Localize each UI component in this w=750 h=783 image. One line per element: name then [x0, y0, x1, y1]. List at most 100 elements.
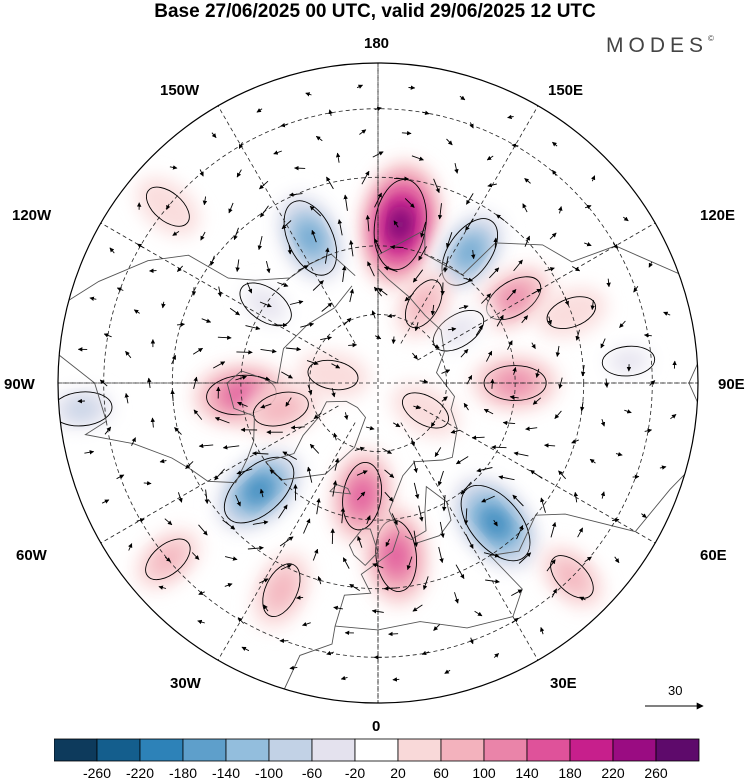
wind-arrow-287: [312, 280, 324, 291]
wind-arrow-357: [419, 379, 429, 384]
wind-arrow-337: [307, 384, 313, 395]
wind-arrow-30: [623, 216, 629, 222]
wind-arrow-290: [260, 348, 277, 354]
wind-arrow-184: [257, 235, 263, 251]
coastline-3: [334, 268, 458, 627]
wind-arrow-295: [306, 466, 313, 483]
wind-arrow-204: [530, 469, 543, 479]
wind-arrow-351: [331, 363, 341, 369]
wind-arrow-313: [321, 302, 333, 312]
wind-arrow-174: [544, 267, 555, 272]
colorbar-tick-label: -60: [301, 765, 323, 781]
wind-arrow-49: [164, 556, 171, 562]
wind-arrow-151: [176, 322, 185, 327]
wind-arrow-193: [235, 494, 241, 507]
wind-arrow-14: [197, 619, 205, 625]
wind-arrow-11: [101, 499, 110, 504]
wind-arrow-42: [137, 243, 144, 249]
wind-arrow-93: [511, 589, 523, 596]
wind-arrow-4: [169, 165, 178, 170]
wind-arrow-227: [222, 445, 240, 450]
wind-arrow-281: [463, 277, 474, 282]
wind-arrow-0: [356, 84, 364, 89]
wind-arrow-171: [580, 364, 586, 377]
wind-arrow-50: [198, 590, 205, 595]
wind-arrow-98: [624, 409, 632, 414]
wind-arrow-178: [433, 178, 440, 194]
wind-arrow-25: [659, 465, 667, 470]
wind-arrow-269: [391, 513, 398, 526]
colorbar-swatch-9: [440, 738, 485, 762]
anomaly-west-atlantic-low: [208, 441, 311, 539]
wind-arrow-319: [309, 443, 320, 454]
wind-arrow-53: [326, 650, 335, 656]
wind-arrow-21: [540, 626, 545, 635]
colorbar-swatch-12: [569, 738, 614, 762]
wind-arrow-133: [589, 458, 596, 464]
wind-arrow-209: [547, 316, 553, 325]
wind-arrow-157: [222, 519, 236, 530]
wind-arrow-339: [333, 432, 338, 441]
wind-arrow-317: [285, 397, 292, 407]
colorbar-tick-label: 20: [390, 765, 406, 781]
colorbar-swatch-4: [225, 738, 270, 762]
wind-arrow-29: [648, 261, 653, 268]
wind-arrow-325: [450, 429, 461, 434]
wind-arrow-198: [372, 563, 384, 569]
wind-arrow-173: [564, 296, 569, 306]
wind-arrow-348: [387, 313, 396, 319]
wind-arrow-141: [487, 182, 497, 188]
wind-arrow-55: [421, 650, 430, 656]
wind-arrow-101: [606, 278, 611, 288]
wind-arrow-352: [331, 387, 336, 398]
wind-arrow-223: [217, 335, 232, 340]
wind-arrow-75: [236, 169, 242, 178]
lon-label-150e: 150E: [548, 82, 584, 99]
wind-arrow-271: [441, 494, 447, 512]
wind-arrow-302: [471, 435, 485, 440]
wind-arrow-341: [382, 448, 392, 454]
wind-arrow-122: [224, 556, 238, 561]
wind-arrow-252: [373, 238, 383, 254]
wind-arrow-326: [463, 402, 469, 411]
wind-arrow-88: [302, 621, 311, 627]
wind-arrow-35: [408, 85, 416, 90]
wind-arrow-15: [241, 646, 250, 652]
wind-arrow-187: [201, 318, 212, 323]
meridian-150: [400, 105, 539, 344]
wind-arrow-10: [84, 450, 95, 455]
colorbar-swatch-6: [311, 738, 356, 762]
wind-arrow-167: [540, 497, 546, 513]
wind-arrow-250: [420, 221, 427, 238]
wind-arrow-268: [366, 515, 371, 525]
wind-arrow-155: [185, 461, 194, 470]
wind-arrow-309: [412, 269, 424, 283]
lon-label-120e: 120E: [700, 207, 736, 224]
wind-arrow-347: [414, 322, 419, 332]
wind-arrow-181: [343, 194, 348, 211]
wind-arrow-199: [406, 556, 413, 571]
lon-label-90e: 90E: [718, 376, 745, 393]
wind-arrow-316: [281, 371, 293, 379]
wind-arrow-139: [549, 232, 557, 240]
wind-arrow-43: [116, 287, 124, 292]
wind-arrow-20: [493, 653, 500, 658]
wind-arrow-76: [202, 196, 208, 206]
wind-arrow-283: [418, 246, 427, 261]
wind-arrow-18: [392, 677, 400, 682]
wind-arrow-254: [324, 247, 330, 264]
wind-arrow-113: [200, 231, 206, 241]
wind-arrow-321: [356, 470, 368, 476]
colorbar: [54, 738, 700, 762]
wind-arrow-353: [343, 412, 349, 420]
coastline-0: [68, 253, 356, 301]
wind-arrow-128: [454, 592, 459, 604]
wind-arrow-115: [161, 301, 166, 309]
wind-arrow-185: [235, 259, 240, 272]
wind-arrow-239: [498, 475, 515, 481]
colorbar-tick-label: -180: [168, 765, 198, 781]
wind-arrow-86: [224, 583, 233, 588]
wind-arrow-241: [525, 426, 538, 431]
wind-arrow-61: [632, 474, 640, 480]
